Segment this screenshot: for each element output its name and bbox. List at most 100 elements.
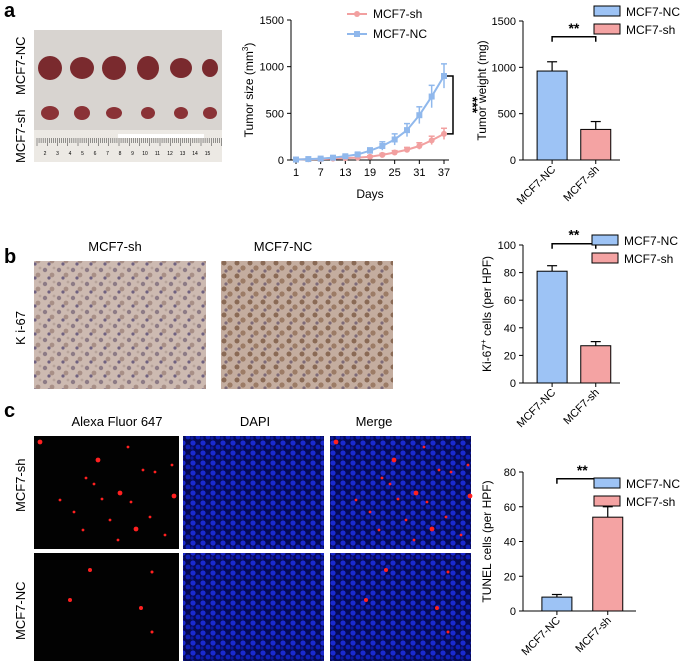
tunel-dot (413, 490, 419, 496)
x-tick-label: 13 (339, 167, 351, 179)
tunel-dot (171, 493, 177, 499)
data-point (305, 156, 312, 163)
legend-swatch-sh (593, 495, 621, 507)
legend-label: MCF7-sh (626, 23, 675, 37)
tunel-dot (422, 445, 426, 449)
data-point (391, 136, 398, 143)
y-tick-label: 1500 (492, 16, 516, 28)
tunel-dot (133, 526, 139, 532)
tunel-dot (354, 498, 358, 502)
significance-marker: ** (577, 462, 588, 478)
y-axis-label: TUNEL cells (per HPF) (480, 480, 494, 602)
tunel-dot (333, 439, 339, 445)
legend-swatch-nc (593, 5, 621, 17)
ihc-images: MCF7-sh MCF7-NC K i-67 (13, 239, 393, 389)
ruler-number: 10 (142, 151, 148, 157)
tunel-sh-merge (330, 436, 471, 549)
y-tick-label: 0 (510, 378, 516, 390)
y-tick-label: 80 (504, 467, 516, 479)
tunel-dot (449, 470, 453, 474)
tunel-dot (466, 463, 470, 467)
tunel-dot (92, 482, 96, 486)
data-point (354, 151, 361, 158)
data-point (416, 143, 423, 149)
ruler-number: 2 (44, 151, 47, 157)
tunel-dot (68, 598, 72, 602)
y-tick-label: 1500 (260, 15, 284, 27)
y-tick-label: 20 (504, 571, 516, 583)
tunel-dot (170, 463, 174, 467)
tumor-size-chart: 0 500 1000 1500 1 7 13 19 25 31 37 Days Tumor size (… (241, 7, 481, 201)
panel-label-a: a (4, 0, 16, 22)
legend-marker (354, 31, 360, 37)
x-tick-label: 19 (364, 167, 376, 179)
significance-bracket (447, 75, 454, 135)
tunel-dot (404, 518, 408, 522)
data-point (317, 155, 324, 162)
tunel-col-3: Merge (356, 414, 393, 429)
ruler-number: 11 (155, 151, 160, 157)
y-tick-label: 100 (498, 240, 516, 252)
data-point (379, 143, 386, 149)
ruler-number: 8 (119, 151, 122, 157)
ki67-chart: 0 20 40 60 80 100 Ki-67+ cells (per HPF) MCF7-N… (479, 227, 678, 430)
data-point (342, 153, 349, 160)
significance-bracket (551, 242, 597, 249)
legend-label: MCF7-sh (624, 252, 673, 266)
tunel-dot (81, 528, 85, 532)
ruler: 2 3 4 5 6 7 8 9 10 11 12 13 14 15 (36, 138, 222, 157)
tunel-dot (84, 476, 88, 480)
data-point (367, 153, 373, 160)
tunel-nc-merge (330, 553, 471, 661)
tunel-dot (391, 457, 397, 463)
legend-swatch-sh (591, 252, 619, 264)
data-point (404, 127, 410, 134)
data-point (404, 146, 410, 153)
tunel-dot (153, 470, 157, 474)
legend-label: MCF7-NC (373, 27, 427, 41)
tunel-dot (380, 476, 384, 480)
bar-sh (580, 128, 612, 161)
tunel-dot (429, 526, 435, 532)
x-tick-label: MCF7-sh (561, 164, 601, 204)
tunel-dot (141, 468, 145, 472)
legend-label: MCF7-NC (626, 5, 680, 19)
photo-row-label-sh: MCF7-sh (13, 110, 28, 163)
tunel-dot (129, 500, 133, 504)
tumor-nc (202, 59, 218, 77)
tunel-images: Alexa Fluor 647 DAPI Merge MCF7-sh MCF7-… (13, 414, 473, 661)
tunel-dot (368, 510, 372, 514)
ruler-number: 5 (81, 151, 84, 157)
data-point (379, 151, 386, 158)
tunel-dot (58, 498, 62, 502)
legend-swatch-sh (593, 23, 621, 35)
x-tick-label: MCF7-NC (515, 387, 559, 431)
ruler-number: 3 (56, 151, 59, 157)
tunel-dot (108, 518, 112, 522)
data-point (391, 149, 398, 156)
tunel-dot (37, 439, 43, 445)
significance-bracket (551, 36, 597, 42)
legend-label: MCF7-NC (626, 477, 680, 491)
ruler-number: 14 (192, 151, 198, 157)
bar-nc (536, 70, 568, 161)
tunel-dot (412, 538, 416, 542)
tunel-dot (95, 457, 101, 463)
tunel-dot (126, 445, 130, 449)
tunel-row-nc: MCF7-NC (13, 582, 28, 641)
bar-sh (580, 345, 612, 384)
tumor-sh (174, 107, 188, 119)
data-point (416, 112, 423, 119)
legend-label: MCF7-sh (626, 495, 675, 509)
tunel-sh-dapi (183, 436, 324, 549)
legend-label: MCF7-sh (373, 7, 422, 21)
y-axis-label: Tumor size (mm3) (241, 43, 256, 138)
tunel-dot (459, 533, 463, 537)
ruler-number: 9 (131, 151, 134, 157)
tunel-sh-alexa (34, 436, 179, 549)
data-point (441, 73, 447, 79)
ruler-number: 12 (167, 151, 173, 157)
y-axis-label: Tumor weight (mg) (475, 40, 489, 140)
tunel-dot (396, 497, 400, 501)
